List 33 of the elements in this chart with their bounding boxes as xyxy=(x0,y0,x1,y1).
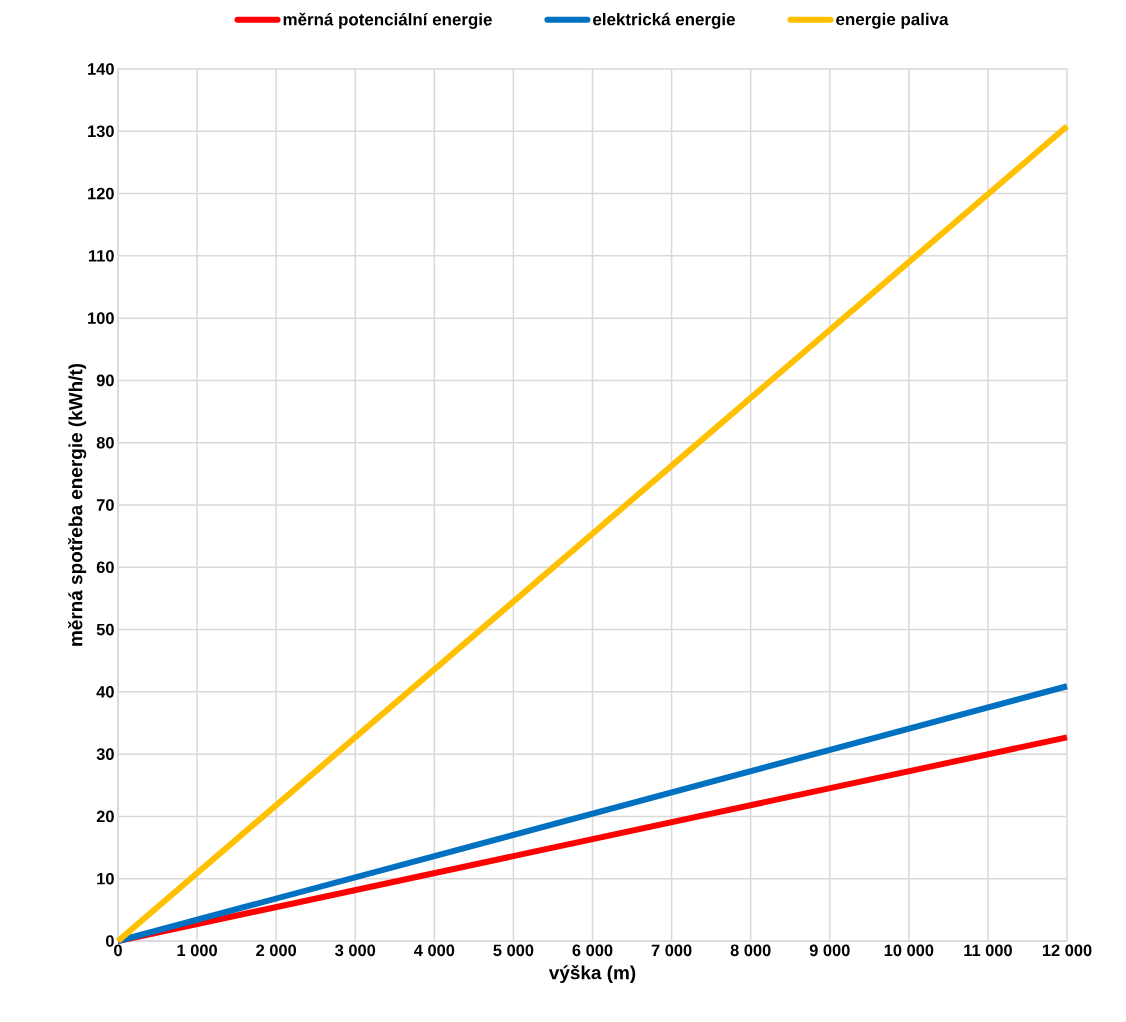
y-tick-label: 60 xyxy=(96,561,114,574)
x-tick-label: 5 000 xyxy=(493,944,534,957)
x-tick-label: 7 000 xyxy=(651,944,692,957)
y-tick-label: 130 xyxy=(88,125,114,138)
legend-label: energie paliva xyxy=(836,12,949,29)
y-tick-label: 110 xyxy=(88,250,114,262)
x-axis-title: výška (m) xyxy=(548,965,636,984)
y-tick-label: 70 xyxy=(96,499,114,511)
y-tick-label: 50 xyxy=(96,623,114,636)
x-tick-label: 4 000 xyxy=(414,944,455,957)
y-tick-label: 30 xyxy=(96,748,114,760)
y-tick-label: 80 xyxy=(96,436,114,449)
y-tick-label: 120 xyxy=(88,187,114,200)
x-tick-label: 9 000 xyxy=(809,944,850,957)
x-tick-label: 11 000 xyxy=(964,944,1012,957)
x-tick-label: 2 000 xyxy=(256,944,297,957)
x-tick-label: 12 000 xyxy=(1042,944,1092,957)
y-tick-label: 100 xyxy=(88,312,114,324)
y-axis-title: měrná spotřeba energie (kWh/t) xyxy=(68,363,87,646)
x-tick-label: 3 000 xyxy=(335,944,376,957)
y-tick-label: 10 xyxy=(97,872,114,885)
y-tick-label: 0 xyxy=(106,935,114,947)
legend-label: měrná potenciální energie xyxy=(283,12,492,29)
y-tick-label: 20 xyxy=(96,810,114,823)
y-tick-label: 140 xyxy=(88,63,114,75)
x-tick-label: 8 000 xyxy=(730,944,771,957)
x-tick-label: 10 000 xyxy=(884,944,934,957)
legend-label: elektrická energie xyxy=(593,12,735,29)
y-tick-label: 40 xyxy=(96,686,114,698)
y-tick-label: 90 xyxy=(96,374,114,387)
x-tick-label: 1 000 xyxy=(177,944,217,957)
x-tick-label: 0 xyxy=(114,944,122,957)
x-tick-label: 6 000 xyxy=(572,944,613,957)
